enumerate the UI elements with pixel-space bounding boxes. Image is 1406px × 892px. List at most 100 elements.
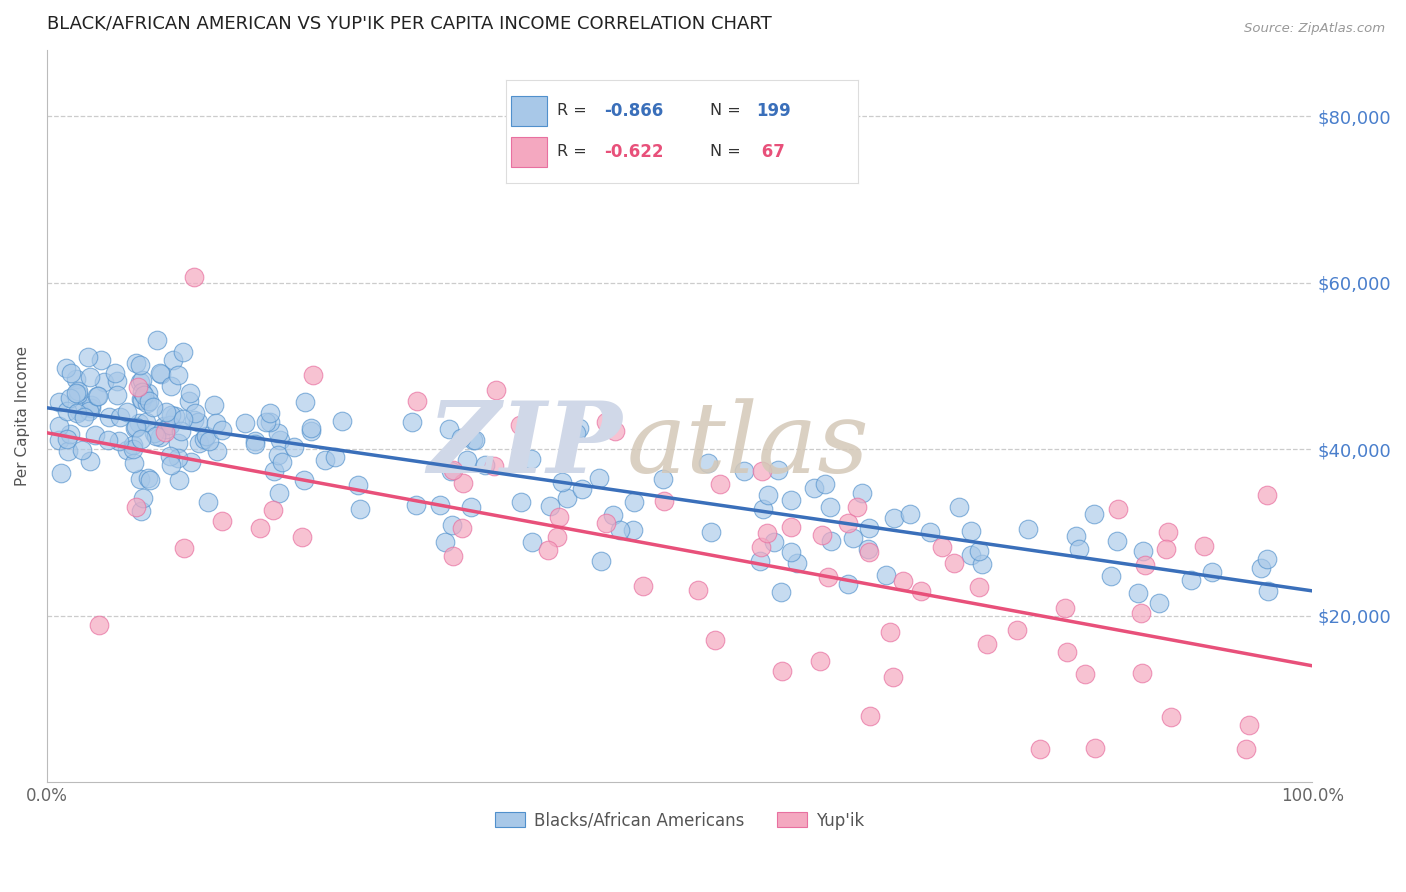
Point (149, 430, 172, 444)
Point (115, 442, 138, 457)
Point (162, 352, 184, 367)
Point (267, 486, 290, 500)
Point (349, 501, 371, 516)
Point (87, 618, 110, 632)
Point (450, 431, 472, 445)
Point (233, 417, 256, 431)
Point (150, 367, 173, 381)
Point (323, 450, 346, 464)
Point (519, 452, 541, 467)
Point (551, 475, 574, 490)
Point (67, 387, 90, 401)
Point (882, 670, 904, 684)
Point (105, 374, 128, 388)
Point (129, 358, 152, 372)
Point (1154, 541, 1177, 556)
Point (56, 444, 79, 458)
Point (858, 541, 880, 556)
Point (910, 584, 932, 599)
Point (1056, 645, 1078, 659)
Point (1005, 623, 1028, 637)
Point (259, 415, 281, 429)
Point (259, 406, 281, 420)
Point (65, 386, 87, 401)
Point (1157, 524, 1180, 539)
Point (571, 482, 593, 496)
Point (960, 524, 983, 538)
Point (299, 421, 322, 435)
Point (211, 514, 233, 528)
Point (510, 494, 533, 508)
Point (128, 416, 150, 430)
Point (294, 395, 316, 409)
Point (460, 500, 482, 514)
Point (766, 463, 789, 477)
Point (188, 436, 211, 450)
Point (172, 412, 194, 426)
Point (79, 369, 101, 384)
Point (441, 463, 464, 477)
Point (1054, 601, 1077, 615)
Point (429, 499, 451, 513)
Point (65, 371, 87, 385)
Point (136, 471, 159, 485)
Point (153, 425, 176, 440)
Point (108, 434, 131, 449)
Point (1239, 717, 1261, 731)
Point (1132, 544, 1154, 558)
Point (166, 436, 188, 450)
Point (547, 510, 569, 524)
FancyBboxPatch shape (512, 95, 547, 127)
Point (474, 458, 496, 472)
Point (159, 378, 181, 392)
Point (621, 523, 644, 537)
Point (160, 458, 183, 472)
Point (149, 366, 172, 380)
Text: 67: 67 (756, 143, 785, 161)
Point (155, 422, 177, 436)
Point (1256, 487, 1278, 501)
Point (266, 425, 288, 440)
Point (820, 533, 842, 548)
Point (207, 444, 229, 458)
Point (441, 518, 464, 533)
Point (758, 488, 780, 502)
Point (406, 394, 429, 409)
Point (179, 386, 201, 401)
Point (733, 464, 755, 478)
Point (183, 413, 205, 427)
Point (1099, 569, 1122, 583)
Text: R =: R = (557, 145, 592, 159)
Point (1133, 558, 1156, 573)
Point (131, 504, 153, 518)
Point (80, 401, 103, 416)
Text: N =: N = (710, 145, 747, 159)
Point (1129, 606, 1152, 620)
Point (125, 420, 148, 434)
Point (441, 549, 464, 564)
Point (314, 453, 336, 467)
Point (898, 507, 921, 521)
Point (183, 270, 205, 285)
Point (509, 418, 531, 433)
Point (138, 473, 160, 487)
Point (159, 418, 181, 433)
Y-axis label: Per Capita Income: Per Capita Income (15, 346, 30, 486)
Point (1234, 742, 1257, 756)
Point (589, 554, 612, 568)
Point (1126, 586, 1149, 600)
Point (135, 415, 157, 429)
Point (263, 464, 285, 478)
Point (709, 477, 731, 491)
Point (138, 393, 160, 408)
Point (159, 449, 181, 463)
Point (142, 401, 165, 415)
Point (845, 500, 868, 515)
Point (177, 394, 200, 409)
Point (347, 478, 370, 492)
Point (136, 386, 159, 401)
Point (98, 410, 121, 425)
Point (1201, 565, 1223, 579)
Point (202, 398, 225, 412)
Point (115, 405, 138, 419)
